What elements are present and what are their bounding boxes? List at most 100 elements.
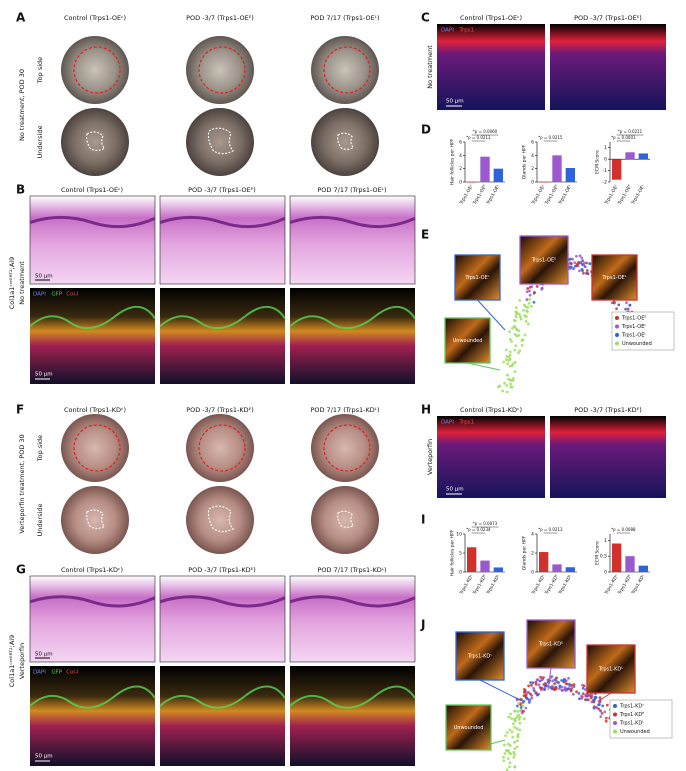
embedding-point	[512, 750, 516, 754]
bar	[638, 565, 648, 572]
epidermis	[159, 215, 286, 229]
inset-label: Trps1-OEᴱ	[531, 258, 556, 264]
embedding-point	[594, 705, 598, 709]
embedding-point	[511, 379, 515, 382]
embedding-point	[505, 768, 509, 771]
embedding-point	[512, 756, 516, 759]
embedding-point	[507, 377, 510, 381]
embedding-point	[516, 704, 519, 708]
y-tick-label: 0	[459, 570, 462, 576]
panel-letter: J	[420, 618, 425, 632]
column-header: Control (Trps1-OEᶜ)	[61, 186, 123, 194]
epidermis	[29, 215, 156, 229]
inset-image	[444, 317, 491, 364]
side-label: Verteporfin treatment, POD 30	[18, 434, 26, 533]
side-label: No treatment, POD 30	[18, 69, 26, 141]
embedding-point	[514, 310, 518, 314]
axis-label: ECM Score	[595, 541, 601, 565]
legend-label: Trps1-OEᴸ	[621, 333, 646, 339]
column-header: Control (Trps1-KDᶜ)	[64, 406, 126, 414]
inset-image	[445, 704, 492, 751]
embedding-point	[534, 682, 538, 686]
embedding-point	[513, 360, 517, 364]
dish-photo	[61, 36, 129, 104]
embedding-point	[568, 267, 572, 271]
fluor-band	[159, 305, 286, 330]
embedding-point	[543, 684, 547, 688]
embedding-point	[514, 344, 518, 348]
panel-letter: A	[16, 11, 26, 25]
embedding-point	[594, 696, 597, 700]
inset-label: Trps1-KDᶜ	[467, 654, 492, 660]
embedding-point	[508, 337, 512, 341]
column-header: Control (Trps1-KDᶜ)	[460, 406, 522, 414]
wound-outline	[73, 424, 121, 472]
embedding-point	[584, 693, 588, 697]
embedding-point	[504, 749, 508, 752]
panel-letter: I	[421, 513, 425, 527]
embedding-point	[506, 742, 510, 746]
embedding-point	[612, 300, 616, 304]
scale-bar: 50 μm	[35, 754, 53, 760]
epidermis	[289, 595, 416, 608]
embedding-point	[534, 691, 538, 695]
embedding-point	[513, 765, 517, 769]
legend-box	[611, 311, 675, 351]
embedding-point	[519, 706, 523, 709]
embedding-point	[506, 749, 510, 752]
stain-label: DAPI	[441, 420, 454, 426]
fluor-image	[160, 666, 285, 766]
embedding-point	[569, 261, 572, 265]
embedding-point	[511, 326, 514, 330]
embedding-point	[587, 698, 590, 702]
wound-outline	[323, 46, 371, 94]
embedding-point	[557, 687, 561, 690]
legend-swatch	[613, 721, 617, 725]
embedding-point	[508, 728, 512, 732]
column-header: POD -3/7 (Trps1-KDᴱ)	[574, 406, 642, 414]
embedding-point	[523, 333, 527, 337]
inset-label: Trps1-OEᴸ	[601, 275, 626, 281]
embedding-point	[572, 685, 576, 688]
row-label: Underside	[36, 126, 44, 159]
embedding-point	[507, 359, 511, 362]
inset-image	[586, 644, 636, 694]
fluor-image	[290, 666, 415, 766]
embedding-point	[529, 681, 533, 685]
dish-photo	[61, 486, 129, 554]
embedding-point	[581, 686, 585, 690]
embedding-point	[523, 690, 527, 694]
inset-image	[591, 254, 638, 301]
embedding-point	[509, 712, 513, 716]
legend-swatch	[613, 704, 617, 708]
row-label: Top side	[36, 435, 44, 462]
legend-swatch	[613, 712, 617, 717]
side-label: Verteporfin	[426, 439, 434, 475]
panel-letter: H	[421, 403, 431, 417]
embedding-point	[516, 732, 520, 736]
dish-photo	[186, 36, 254, 104]
embedding-point	[526, 322, 530, 326]
row-label: Top side	[36, 57, 44, 84]
embedding-point	[509, 382, 513, 386]
embedding-point	[592, 700, 596, 704]
embedding-point	[528, 289, 531, 293]
embedding-point	[597, 703, 601, 707]
panel-letter: D	[421, 123, 431, 137]
embedding-point	[551, 679, 555, 683]
embedding-point	[518, 349, 522, 353]
embedding-point	[530, 285, 534, 289]
embedding-point	[582, 261, 586, 265]
embedding-point	[565, 682, 568, 686]
embedding-point	[529, 692, 532, 696]
column-header: POD -3/7 (Trps1-KDᴱ)	[188, 566, 256, 574]
embedding-point	[515, 745, 519, 749]
embedding-point	[578, 269, 581, 273]
embedding-point	[537, 692, 540, 696]
embedding-point	[569, 689, 573, 693]
y-tick-label: 1	[604, 145, 607, 151]
embedding-point	[624, 307, 627, 311]
embedding-point	[525, 697, 529, 701]
embedding-point	[530, 305, 533, 308]
embedding-point	[526, 691, 530, 695]
